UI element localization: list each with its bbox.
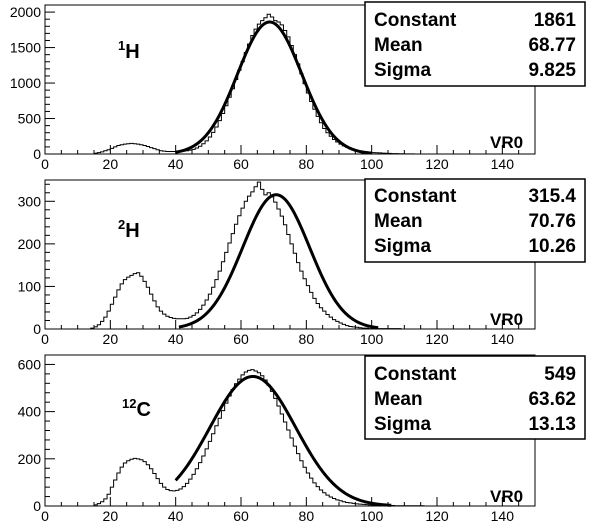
x-tick-label: 40 <box>168 508 184 524</box>
stat-value-constant: 549 <box>544 364 576 385</box>
x-tick-label: 20 <box>103 156 119 172</box>
y-tick-label: 1500 <box>10 40 41 56</box>
y-tick-label: 400 <box>18 404 42 420</box>
y-tick-label: 200 <box>18 236 42 252</box>
stat-value-constant: 315.4 <box>528 186 576 207</box>
x-tick-label: 0 <box>41 156 49 172</box>
x-tick-label: 100 <box>360 156 384 172</box>
stat-value-mean: 68.77 <box>528 35 576 56</box>
nucleus-label: 1H <box>118 38 140 63</box>
axes-layer: 0 20 40 60 80 100 120 140 0 500 1000 1500 2000 <box>10 4 536 172</box>
x-axis-title: VR0 <box>490 310 523 329</box>
x-tick-label: 140 <box>491 156 515 172</box>
x-tick-label: 60 <box>233 508 249 524</box>
y-tick-label: 100 <box>18 278 42 294</box>
axes-layer: 0 20 40 60 80 100 120 140 0 100 200 300 <box>18 183 536 347</box>
y-tick-label: 200 <box>18 451 42 467</box>
stat-value-sigma: 10.26 <box>528 236 576 257</box>
stats-box-frame <box>364 1 586 87</box>
y-tick-label: 500 <box>18 111 42 127</box>
y-tick-label: 0 <box>33 146 41 162</box>
x-tick-label: 80 <box>299 508 315 524</box>
axes-layer: 0 20 40 60 80 100 120 140 0 200 400 600 <box>18 354 536 524</box>
x-tick-label: 140 <box>491 508 515 524</box>
x-tick-label: 0 <box>41 508 49 524</box>
stats-box-frame <box>364 355 586 440</box>
stat-value-mean: 63.62 <box>528 389 576 410</box>
y-tick-label: 0 <box>33 321 41 337</box>
x-tick-label: 80 <box>299 156 315 172</box>
x-tick-label: 120 <box>425 508 449 524</box>
stat-label-mean: Mean <box>374 211 423 232</box>
x-tick-label: 40 <box>168 156 184 172</box>
stat-value-sigma: 13.13 <box>528 414 576 435</box>
stats-box: Constant 549 Mean 63.62 Sigma 13.13 <box>364 355 586 440</box>
nucleus-label: 2H <box>118 217 140 242</box>
stat-label-constant: Constant <box>374 186 457 207</box>
x-axis-title: VR0 <box>490 487 523 506</box>
y-tick-label: 300 <box>18 193 42 209</box>
gaussian-fit-curve <box>174 374 392 507</box>
histogram-trace <box>90 181 402 330</box>
panel-2: 0 20 40 60 80 100 120 140 0 100 200 300 2H VR0 Cons… <box>18 178 586 347</box>
nucleus-mass: 12 <box>122 396 136 411</box>
stat-label-sigma: Sigma <box>374 236 431 257</box>
x-tick-label: 120 <box>425 156 449 172</box>
x-tick-label: 60 <box>233 156 249 172</box>
nucleus-mass: 1 <box>118 38 125 53</box>
x-tick-label: 0 <box>41 331 49 347</box>
histogram-trace <box>93 369 425 507</box>
x-axis-title: VR0 <box>490 133 523 152</box>
stats-box: Constant 315.4 Mean 70.76 Sigma 10.26 <box>364 178 586 263</box>
x-tick-label: 20 <box>103 508 119 524</box>
gaussian-fit-curve <box>175 20 372 155</box>
y-tick-label: 2000 <box>10 4 41 20</box>
x-tick-label: 80 <box>299 331 315 347</box>
stat-label-constant: Constant <box>374 10 457 31</box>
stat-label-sigma: Sigma <box>374 414 431 435</box>
x-tick-label: 120 <box>425 331 449 347</box>
y-tick-label: 600 <box>18 356 42 372</box>
nucleus-symbol: C <box>136 399 150 421</box>
stat-label-mean: Mean <box>374 35 423 56</box>
stats-box: Constant 1861 Mean 68.77 Sigma 9.825 <box>364 1 586 87</box>
stat-label-mean: Mean <box>374 389 423 410</box>
nucleus-symbol: H <box>125 41 139 63</box>
stat-value-constant: 1861 <box>534 10 577 31</box>
y-tick-label: 0 <box>33 498 41 514</box>
panel-1: 0 20 40 60 80 100 120 140 0 500 1000 1500 2000 1H VR… <box>10 1 586 172</box>
panel-3: 0 20 40 60 80 100 120 140 0 200 400 600 12C VR0 Con… <box>18 354 586 524</box>
stat-value-sigma: 9.825 <box>528 60 576 81</box>
y-tick-label: 1000 <box>10 75 41 91</box>
x-tick-label: 40 <box>168 331 184 347</box>
stat-label-constant: Constant <box>374 364 457 385</box>
stat-value-mean: 70.76 <box>528 211 576 232</box>
x-tick-label: 100 <box>360 508 384 524</box>
x-tick-label: 140 <box>491 331 515 347</box>
nucleus-label: 12C <box>122 396 151 421</box>
nucleus-mass: 2 <box>118 217 125 232</box>
nucleus-symbol: H <box>125 220 139 242</box>
stat-label-sigma: Sigma <box>374 60 431 81</box>
x-tick-label: 60 <box>233 331 249 347</box>
x-tick-label: 20 <box>103 331 119 347</box>
gaussian-fit-curve <box>178 193 379 330</box>
x-tick-label: 100 <box>360 331 384 347</box>
stats-box-frame <box>364 178 586 263</box>
